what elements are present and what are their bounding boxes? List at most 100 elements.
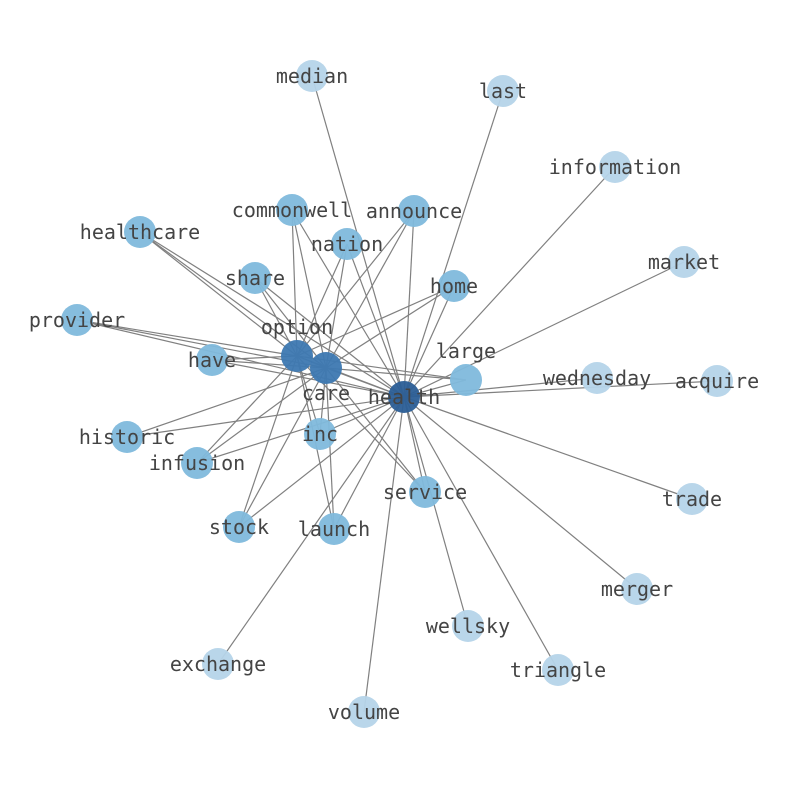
edge-service-care xyxy=(325,367,426,493)
node-label-home: home xyxy=(430,274,478,298)
edge-wednesday-health xyxy=(403,377,598,398)
edge-nation-option xyxy=(296,243,348,357)
node-label-have: have xyxy=(188,348,236,372)
edge-announce-option xyxy=(296,210,415,357)
node-label-share: share xyxy=(225,266,285,290)
node-trade xyxy=(676,483,708,515)
node-infusion xyxy=(181,447,213,479)
node-label-announce: announce xyxy=(366,199,462,223)
node-last xyxy=(487,75,519,107)
node-label-triangle: triangle xyxy=(510,658,606,682)
edge-trade-health xyxy=(403,396,693,500)
edge-share-health xyxy=(254,277,405,398)
node-have xyxy=(196,344,228,376)
node-large xyxy=(450,364,482,396)
edge-commonwell-health xyxy=(291,209,405,398)
node-option xyxy=(281,340,313,372)
edge-home-option xyxy=(296,285,455,357)
node-label-launch: launch xyxy=(298,517,370,541)
edge-infusion-health xyxy=(196,396,405,464)
edge-home-care xyxy=(325,285,455,369)
edge-market-health xyxy=(403,261,685,398)
node-label-care: care xyxy=(302,381,350,405)
edge-infusion-care xyxy=(196,367,327,464)
labels-layer: median last information market commonwell ann… xyxy=(29,64,759,724)
edge-volume-health xyxy=(363,396,405,713)
edge-announce-care xyxy=(325,210,415,369)
node-provider xyxy=(61,304,93,336)
node-label-healthcare: healthcare xyxy=(80,220,200,244)
edge-triangle-health xyxy=(403,396,559,671)
node-information xyxy=(599,151,631,183)
node-triangle xyxy=(542,654,574,686)
node-label-acquire: acquire xyxy=(675,369,759,393)
node-healthcare xyxy=(124,216,156,248)
edge-historic-care xyxy=(126,367,327,438)
node-label-stock: stock xyxy=(209,515,269,539)
edge-infusion-option xyxy=(196,355,298,464)
node-home xyxy=(438,270,470,302)
node-label-volume: volume xyxy=(328,700,400,724)
edge-stock-care xyxy=(238,367,327,528)
edge-information-health xyxy=(403,166,616,398)
edge-launch-care xyxy=(325,367,335,530)
edge-nation-care xyxy=(325,243,348,369)
node-wellsky xyxy=(452,610,484,642)
edge-historic-health xyxy=(126,396,405,438)
edge-share-care xyxy=(254,277,327,369)
node-label-wellsky: wellsky xyxy=(426,614,510,638)
node-label-median: median xyxy=(276,64,348,88)
node-market xyxy=(668,246,700,278)
node-label-commonwell: commonwell xyxy=(232,198,352,222)
edge-announce-health xyxy=(403,210,415,398)
node-exchange xyxy=(202,648,234,680)
node-label-option: option xyxy=(261,315,333,339)
node-label-market: market xyxy=(648,250,720,274)
edge-home-health xyxy=(403,285,455,398)
node-merger xyxy=(621,573,653,605)
edge-exchange-health xyxy=(217,396,405,665)
node-label-large: large xyxy=(436,339,496,363)
edge-acquire-health xyxy=(403,380,718,398)
node-announce xyxy=(398,195,430,227)
node-label-provider: provider xyxy=(29,308,125,332)
node-wednesday xyxy=(581,362,613,394)
node-label-nation: nation xyxy=(311,232,383,256)
nodes-layer xyxy=(61,60,733,728)
edge-wellsky-health xyxy=(403,396,469,627)
edge-commonwell-care xyxy=(291,209,327,369)
node-launch xyxy=(318,513,350,545)
node-service xyxy=(409,476,441,508)
node-inc xyxy=(304,418,336,450)
edge-have-health xyxy=(211,359,405,398)
node-commonwell xyxy=(276,194,308,226)
edge-service-health xyxy=(403,396,426,493)
node-label-health: health xyxy=(368,385,440,409)
node-acquire xyxy=(701,365,733,397)
edge-launch-health xyxy=(333,396,405,530)
edge-healthcare-health xyxy=(139,231,405,398)
node-stock xyxy=(223,511,255,543)
edge-healthcare-option xyxy=(139,231,298,357)
edge-commonwell-option xyxy=(291,209,298,357)
node-label-inc: inc xyxy=(302,422,338,446)
node-historic xyxy=(111,421,143,453)
node-label-trade: trade xyxy=(662,487,722,511)
edge-merger-health xyxy=(403,396,638,590)
node-label-last: last xyxy=(479,79,527,103)
edge-provider-option xyxy=(76,319,298,357)
node-care xyxy=(310,352,342,384)
node-label-exchange: exchange xyxy=(170,652,266,676)
node-share xyxy=(239,262,271,294)
node-label-wednesday: wednesday xyxy=(543,366,651,390)
node-health xyxy=(388,381,420,413)
edge-last-health xyxy=(403,90,504,398)
edge-stock-option xyxy=(238,355,298,528)
node-label-merger: merger xyxy=(601,577,673,601)
node-volume xyxy=(348,696,380,728)
node-label-information: information xyxy=(549,155,681,179)
node-label-historic: historic xyxy=(79,425,175,449)
edge-stock-health xyxy=(238,396,405,528)
